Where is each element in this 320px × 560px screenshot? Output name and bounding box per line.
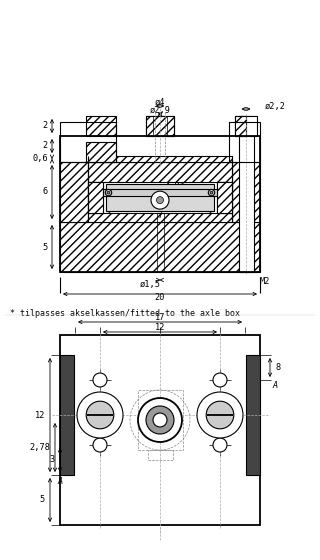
Text: 2: 2 <box>43 122 48 130</box>
Circle shape <box>213 373 227 387</box>
Text: M2: M2 <box>260 278 270 287</box>
Bar <box>138 390 182 450</box>
Circle shape <box>151 191 169 209</box>
Bar <box>229 122 260 162</box>
Bar <box>235 116 246 136</box>
Circle shape <box>210 192 213 194</box>
Text: A: A <box>57 477 63 486</box>
Text: ø4: ø4 <box>155 97 165 106</box>
Text: 7: 7 <box>157 211 163 220</box>
Bar <box>146 116 174 136</box>
Circle shape <box>105 189 112 196</box>
Bar <box>88 162 232 182</box>
Text: 17: 17 <box>155 314 165 323</box>
Text: ø2,9: ø2,9 <box>149 106 171 115</box>
Text: 0,6: 0,6 <box>32 155 48 164</box>
Circle shape <box>197 392 243 438</box>
Circle shape <box>138 398 182 442</box>
Text: 2,78: 2,78 <box>29 443 50 452</box>
Bar <box>103 189 217 196</box>
Text: ø1,5: ø1,5 <box>140 281 161 290</box>
Circle shape <box>93 373 107 387</box>
Bar <box>60 162 88 222</box>
Bar <box>86 116 116 136</box>
Bar <box>217 182 232 213</box>
Circle shape <box>208 189 215 196</box>
Bar <box>60 222 260 272</box>
Circle shape <box>206 401 234 429</box>
Circle shape <box>213 438 227 452</box>
Circle shape <box>156 197 164 204</box>
Circle shape <box>86 401 114 429</box>
Text: ø2,2: ø2,2 <box>265 102 286 111</box>
Text: A: A <box>272 381 278 390</box>
Bar <box>238 116 253 272</box>
Bar <box>232 162 260 222</box>
Text: 12: 12 <box>155 324 165 333</box>
Bar <box>86 142 116 162</box>
Bar <box>88 182 103 213</box>
Bar <box>106 184 214 211</box>
Circle shape <box>107 192 110 194</box>
Bar <box>60 355 74 475</box>
Bar <box>88 156 232 162</box>
Bar <box>60 136 260 272</box>
Text: 12: 12 <box>35 410 45 419</box>
Circle shape <box>146 406 174 434</box>
Bar <box>146 116 174 136</box>
Text: 4,9*: 4,9* <box>165 181 186 190</box>
Bar <box>88 213 232 222</box>
Bar <box>60 335 260 525</box>
Bar <box>148 450 172 460</box>
Text: 5: 5 <box>43 242 48 251</box>
Bar <box>246 355 260 475</box>
Text: 6: 6 <box>43 188 48 197</box>
Text: 3: 3 <box>50 455 55 464</box>
Bar <box>60 122 116 162</box>
Circle shape <box>93 438 107 452</box>
Text: 8: 8 <box>275 363 280 372</box>
Text: 5: 5 <box>40 496 45 505</box>
Bar <box>217 182 232 213</box>
Bar <box>88 182 103 213</box>
Circle shape <box>153 413 167 427</box>
Text: 20: 20 <box>155 293 165 302</box>
Text: 2: 2 <box>43 142 48 151</box>
Bar <box>235 116 257 136</box>
Text: * tilpasses akselkassen/fitted to the axle box: * tilpasses akselkassen/fitted to the ax… <box>10 309 240 318</box>
Circle shape <box>77 392 123 438</box>
